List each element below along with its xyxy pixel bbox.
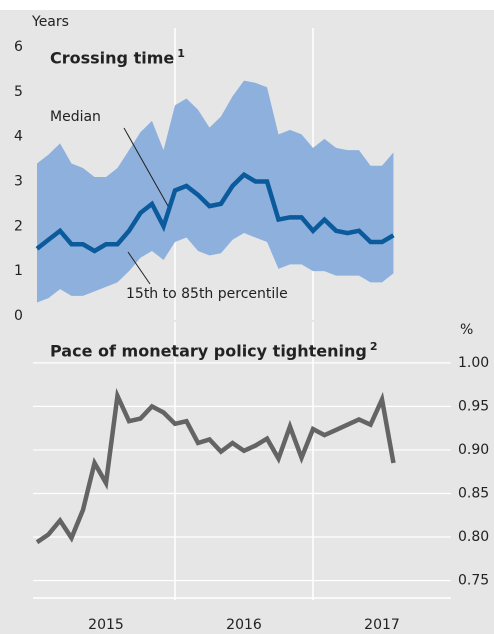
panel-title: Pace of monetary policy tightening xyxy=(50,342,367,361)
annotation-leader xyxy=(127,251,151,285)
title-superscript: 2 xyxy=(370,340,378,353)
y-tick-label: 6 xyxy=(14,39,23,55)
series-annotation: Median xyxy=(50,109,101,125)
y2-tick-label: 0.85 xyxy=(458,485,489,501)
x-tick-label: 2016 xyxy=(226,617,262,633)
y-tick-label: 4 xyxy=(14,129,23,145)
series-line xyxy=(35,171,395,254)
annotation-leader xyxy=(123,127,169,207)
x-tick-label: 2017 xyxy=(364,617,400,633)
y-axis-label: Years xyxy=(31,14,69,30)
x-tick-label: 2015 xyxy=(88,617,124,633)
percentile-band xyxy=(37,80,394,303)
y-tick-label: 3 xyxy=(14,173,23,189)
y-tick-label: 5 xyxy=(14,84,23,100)
y2-tick-label: 0.95 xyxy=(458,398,489,414)
y2-tick-label: 0.80 xyxy=(458,529,489,545)
y-tick-label: 0 xyxy=(14,308,23,324)
y-tick-label: 1 xyxy=(14,263,23,279)
band-annotation: 15th to 85th percentile xyxy=(126,286,288,302)
y2-tick-label: 0.75 xyxy=(458,573,489,589)
y-tick-label: 2 xyxy=(14,218,23,234)
y2-tick-label: 1.00 xyxy=(458,355,489,371)
y2-tick-label: 0.90 xyxy=(458,442,489,458)
panel-title: Crossing time xyxy=(50,49,174,68)
y2-axis-label: % xyxy=(460,322,473,338)
series-line xyxy=(35,387,396,545)
title-superscript: 1 xyxy=(177,47,185,60)
